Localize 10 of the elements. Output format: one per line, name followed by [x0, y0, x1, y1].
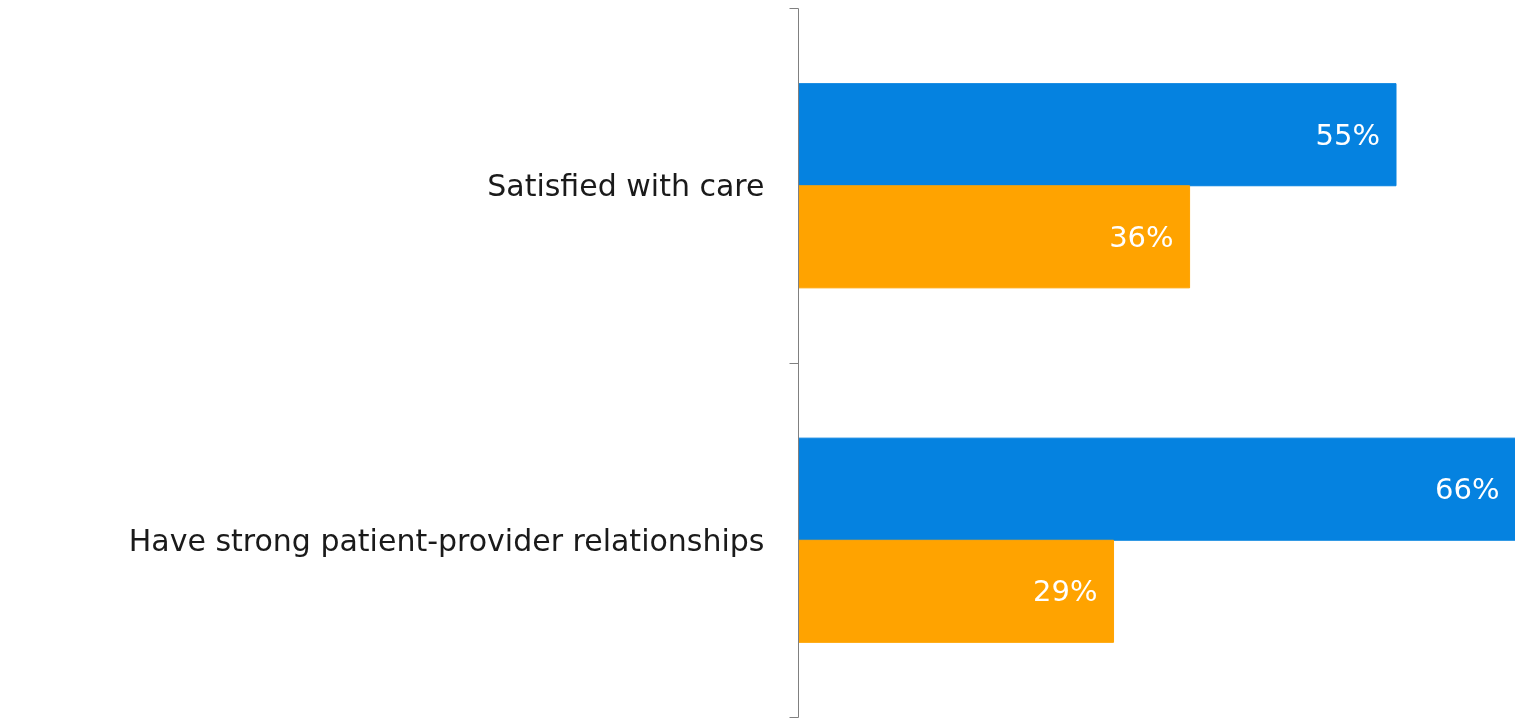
y-tick-label: Satisfied with care	[487, 168, 765, 204]
bar	[798, 185, 1191, 289]
data-label: 36%	[1109, 219, 1174, 254]
bar	[798, 539, 1115, 643]
bar	[798, 83, 1397, 187]
data-label: 66%	[1435, 472, 1500, 507]
data-label: 29%	[1033, 574, 1098, 609]
y-tick-label: Have strong patient-provider relationships	[128, 522, 765, 558]
bar	[798, 437, 1515, 541]
data-label: 55%	[1315, 117, 1381, 152]
